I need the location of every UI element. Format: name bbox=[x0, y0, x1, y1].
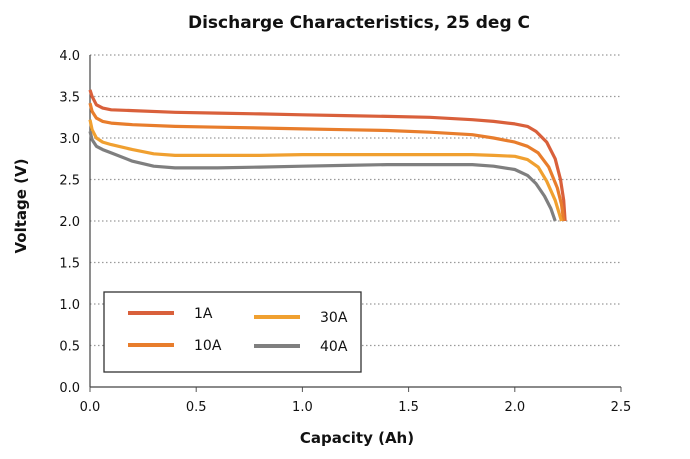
x-tick-label: 1.5 bbox=[398, 400, 419, 415]
legend-label-30a: 30A bbox=[320, 310, 348, 326]
series-line-30a bbox=[88, 119, 564, 222]
y-tick-label: 3.0 bbox=[59, 132, 80, 147]
y-tick-label: 2.5 bbox=[59, 174, 80, 189]
axes bbox=[89, 55, 622, 392]
chart-title: Discharge Characteristics, 25 deg C bbox=[188, 13, 530, 33]
y-tick-label: 1.5 bbox=[59, 257, 80, 272]
legend: 1A 10A 30A 40A bbox=[103, 291, 362, 373]
y-axis-label: Voltage (V) bbox=[12, 159, 30, 254]
x-tick-label: 2.0 bbox=[504, 400, 525, 415]
y-tick-label: 1.0 bbox=[59, 298, 80, 313]
x-tick-label: 0.0 bbox=[80, 400, 101, 415]
legend-label-40a: 40A bbox=[320, 339, 348, 355]
legend-label-10a: 10A bbox=[194, 338, 222, 354]
x-tick-label: 2.5 bbox=[611, 400, 632, 415]
series-line-40a bbox=[88, 131, 557, 222]
x-tick-label: 0.5 bbox=[186, 400, 207, 415]
y-tick-label: 0.5 bbox=[59, 340, 80, 355]
x-tick-label: 1.0 bbox=[292, 400, 313, 415]
tick-labels: 0.0 0.5 1.0 1.5 2.0 2.5 3.0 3.5 4.0 0.0 0.5 1.0 1.5 2… bbox=[59, 49, 631, 415]
y-tick-label: 4.0 bbox=[59, 49, 80, 64]
legend-label-1a: 1A bbox=[194, 306, 213, 322]
y-tick-label: 2.0 bbox=[59, 215, 80, 230]
series-line-1a bbox=[88, 89, 567, 222]
y-tick-label: 0.0 bbox=[59, 381, 80, 396]
y-tick-label: 3.5 bbox=[59, 91, 80, 106]
x-axis-label: Capacity (Ah) bbox=[300, 429, 414, 447]
series-line-10a bbox=[88, 102, 566, 222]
series-lines bbox=[88, 89, 567, 222]
legend-box bbox=[103, 291, 362, 373]
